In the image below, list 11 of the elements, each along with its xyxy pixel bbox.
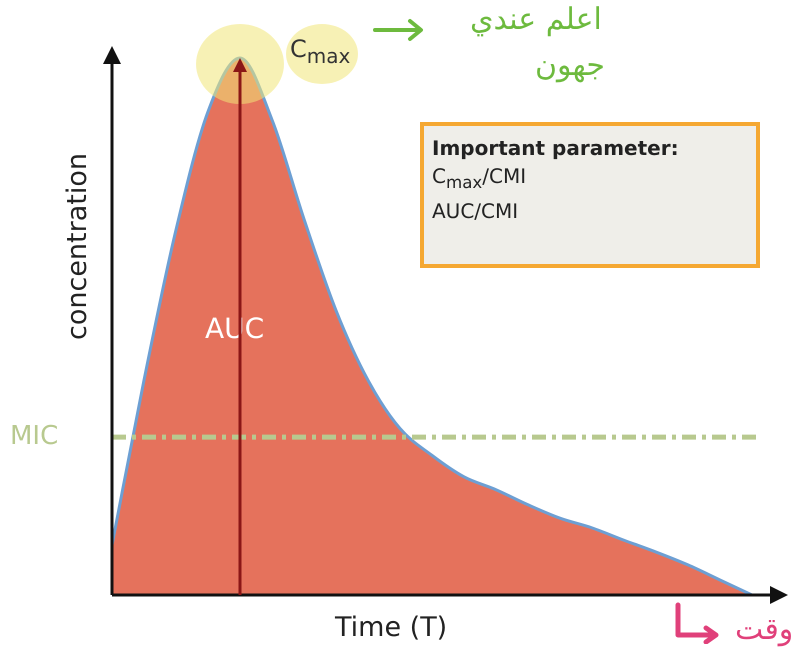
annotation: C$_{max}$ (290, 35, 350, 68)
annotation: جهون (535, 48, 605, 83)
y-axis-title: concentration (62, 153, 93, 340)
annotation: AUC/CMI (432, 198, 520, 225)
text: وقت (735, 612, 792, 647)
ref-line-label: MIC (10, 420, 58, 451)
note-box: Important parameter: C$_{max}$/CMI AUC/CMI (420, 122, 760, 268)
x-axis-title: Time (T) (335, 612, 448, 643)
text: اعلم عندي (470, 2, 602, 37)
annotation: Important parameter: (432, 135, 680, 162)
annotation: C$_{max}$/CMI (432, 163, 528, 194)
